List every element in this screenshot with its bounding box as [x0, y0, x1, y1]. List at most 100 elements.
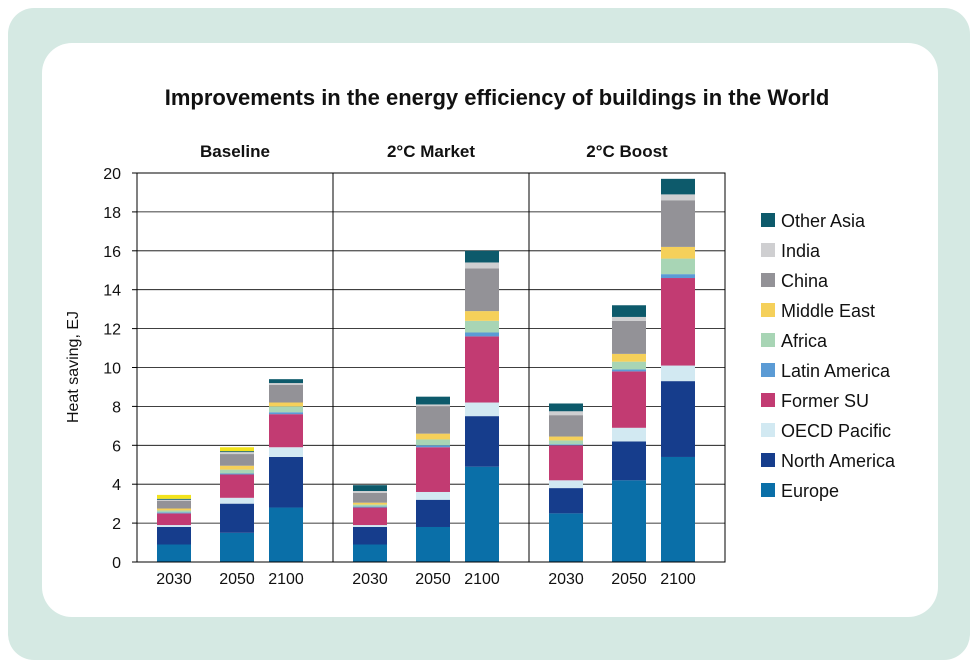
bar-segment-other-asia: [549, 403, 583, 412]
bar-segment-middle-east: [661, 246, 695, 259]
bar-segment-north-america: [549, 488, 583, 514]
bar-segment-india: [549, 411, 583, 416]
y-tick-label: 8: [112, 399, 121, 416]
bar-segment-latin-america: [269, 412, 303, 415]
bar-segment-former-su: [612, 371, 646, 428]
y-tick-label: 12: [103, 322, 121, 339]
bar-segment-india: [416, 404, 450, 407]
bar-segment-middle-east: [269, 402, 303, 407]
legend-label-europe: Europe: [781, 481, 839, 501]
bar-segment-middle-east: [353, 502, 387, 505]
bar-segment-india: [465, 262, 499, 269]
legend-label-africa: Africa: [781, 331, 828, 351]
bar-segment-latin-america: [353, 506, 387, 508]
x-tick-label: 2030: [548, 571, 584, 588]
bar-segment-china: [465, 268, 499, 312]
bar-segment-europe: [269, 507, 303, 562]
bar-segment-middle-east: [416, 433, 450, 440]
bar-segment-china: [612, 320, 646, 354]
legend-label-former-su: Former SU: [781, 391, 869, 411]
bar-segment-north-america: [612, 441, 646, 481]
y-tick-label: 4: [112, 477, 121, 494]
x-tick-label: 2030: [156, 571, 192, 588]
bar-segment-china: [269, 385, 303, 403]
bar-segment-africa: [549, 440, 583, 445]
bar-segment-former-su: [661, 278, 695, 366]
bar-segment-india: [661, 194, 695, 201]
legend-label-oecd-pacific: OECD Pacific: [781, 421, 891, 441]
bar-segment-europe: [612, 480, 646, 562]
bar-segment-africa: [416, 439, 450, 446]
bar-segment-europe: [549, 513, 583, 562]
bar-segment-oecd-pacific: [157, 525, 191, 527]
legend-swatch-other-asia: [761, 213, 775, 227]
bar-segment-latin-america: [157, 512, 191, 514]
bar-segment-latin-america: [549, 444, 583, 446]
y-tick-label: 14: [103, 283, 121, 300]
bar-segment-europe: [661, 456, 695, 562]
bar-segment-north-america: [465, 416, 499, 467]
chart-title: Improvements in the energy efficiency of…: [165, 85, 830, 110]
bar-segment-middle-east: [220, 465, 254, 470]
bar-segment-other-asia: [353, 485, 387, 492]
legend-swatch-latin-america: [761, 363, 775, 377]
bar-segment-former-su: [465, 336, 499, 403]
bar-segment-europe: [465, 466, 499, 562]
bar-segment-other-asia: [661, 178, 695, 195]
bar-segment-other-asia: [157, 498, 191, 500]
x-tick-label: 2100: [268, 571, 304, 588]
bar-segment-africa: [465, 320, 499, 333]
x-tick-label: 2050: [611, 571, 647, 588]
bar-segment-middle-east: [612, 353, 646, 362]
x-tick-label: 2030: [352, 571, 388, 588]
bar-segment-former-su: [157, 513, 191, 526]
bar-segment-africa: [612, 361, 646, 370]
legend-label-china: China: [781, 271, 829, 291]
bar-segment-latin-america: [416, 445, 450, 448]
bar-segment-oecd-pacific: [269, 447, 303, 457]
bar-segment-oecd-pacific: [549, 480, 583, 489]
bar-segment-top-yellow: [157, 494, 191, 499]
bar-segment-other-asia: [465, 250, 499, 263]
bar-segment-other-asia: [220, 451, 254, 453]
legend-label-north-america: North America: [781, 451, 896, 471]
bar-segment-india: [220, 452, 254, 455]
bar-segment-top-yellow: [220, 447, 254, 452]
bar-segment-india: [269, 383, 303, 386]
y-tick-label: 6: [112, 438, 121, 455]
bar-segment-china: [416, 406, 450, 434]
panel-title-2: 2°C Market: [387, 142, 475, 161]
bar-segment-other-asia: [269, 379, 303, 384]
x-tick-label: 2100: [660, 571, 696, 588]
legend-swatch-china: [761, 273, 775, 287]
x-tick-label: 2100: [464, 571, 500, 588]
bar-segment-china: [549, 415, 583, 437]
legend-label-latin-america: Latin America: [781, 361, 891, 381]
bar-segment-middle-east: [157, 508, 191, 511]
y-tick-label: 0: [112, 555, 121, 572]
bar-segment-latin-america: [465, 332, 499, 337]
y-tick-label: 16: [103, 244, 121, 261]
legend-swatch-oecd-pacific: [761, 423, 775, 437]
bar-segment-europe: [220, 532, 254, 562]
legend-label-middle-east: Middle East: [781, 301, 875, 321]
bar-segment-africa: [220, 469, 254, 474]
bar-segment-oecd-pacific: [220, 497, 254, 504]
bar-segment-oecd-pacific: [612, 427, 646, 442]
bar-segment-europe: [353, 544, 387, 562]
bar-segment-middle-east: [549, 436, 583, 441]
y-tick-label: 2: [112, 516, 121, 533]
bar-segment-china: [353, 492, 387, 503]
bar-segment-former-su: [269, 414, 303, 448]
bar-segment-north-america: [269, 456, 303, 508]
bar-segment-north-america: [661, 381, 695, 457]
legend-swatch-former-su: [761, 393, 775, 407]
legend-swatch-middle-east: [761, 303, 775, 317]
bar-segment-north-america: [220, 503, 254, 533]
bar-segment-africa: [157, 510, 191, 513]
y-axis-label: Heat saving, EJ: [65, 311, 82, 423]
x-tick-label: 2050: [415, 571, 451, 588]
bar-segment-middle-east: [465, 311, 499, 321]
bar-segment-europe: [416, 526, 450, 562]
